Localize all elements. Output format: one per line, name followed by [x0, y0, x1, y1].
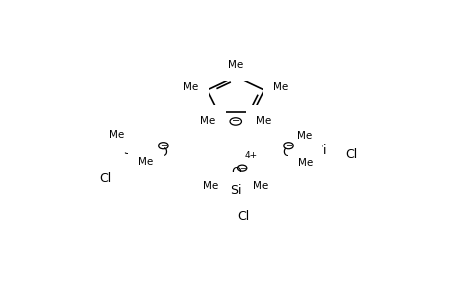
Text: −: − — [231, 116, 239, 127]
Text: Me: Me — [273, 82, 288, 92]
Text: Cl: Cl — [99, 172, 112, 184]
Text: Si: Si — [315, 144, 326, 157]
Text: Me: Me — [200, 116, 215, 126]
Text: 4+: 4+ — [244, 151, 257, 160]
Text: Me: Me — [296, 131, 311, 142]
Text: Me: Me — [228, 60, 243, 70]
Text: O: O — [230, 166, 240, 179]
Text: −: − — [285, 141, 291, 150]
Text: Me: Me — [138, 157, 153, 167]
Text: Si: Si — [230, 184, 241, 197]
Text: Cl: Cl — [345, 148, 357, 161]
Text: Si: Si — [123, 144, 134, 157]
Text: O: O — [157, 146, 167, 159]
Text: Me: Me — [252, 181, 268, 191]
Text: Me: Me — [108, 130, 123, 140]
Text: −: − — [238, 164, 245, 172]
Text: Me: Me — [203, 181, 218, 191]
Text: Cl: Cl — [236, 210, 248, 224]
Text: O: O — [282, 146, 292, 159]
Text: Me: Me — [298, 158, 313, 168]
Text: −: − — [160, 141, 167, 150]
Text: Me: Me — [256, 116, 271, 126]
Text: Ti: Ti — [230, 155, 241, 168]
Text: Me: Me — [183, 82, 198, 92]
